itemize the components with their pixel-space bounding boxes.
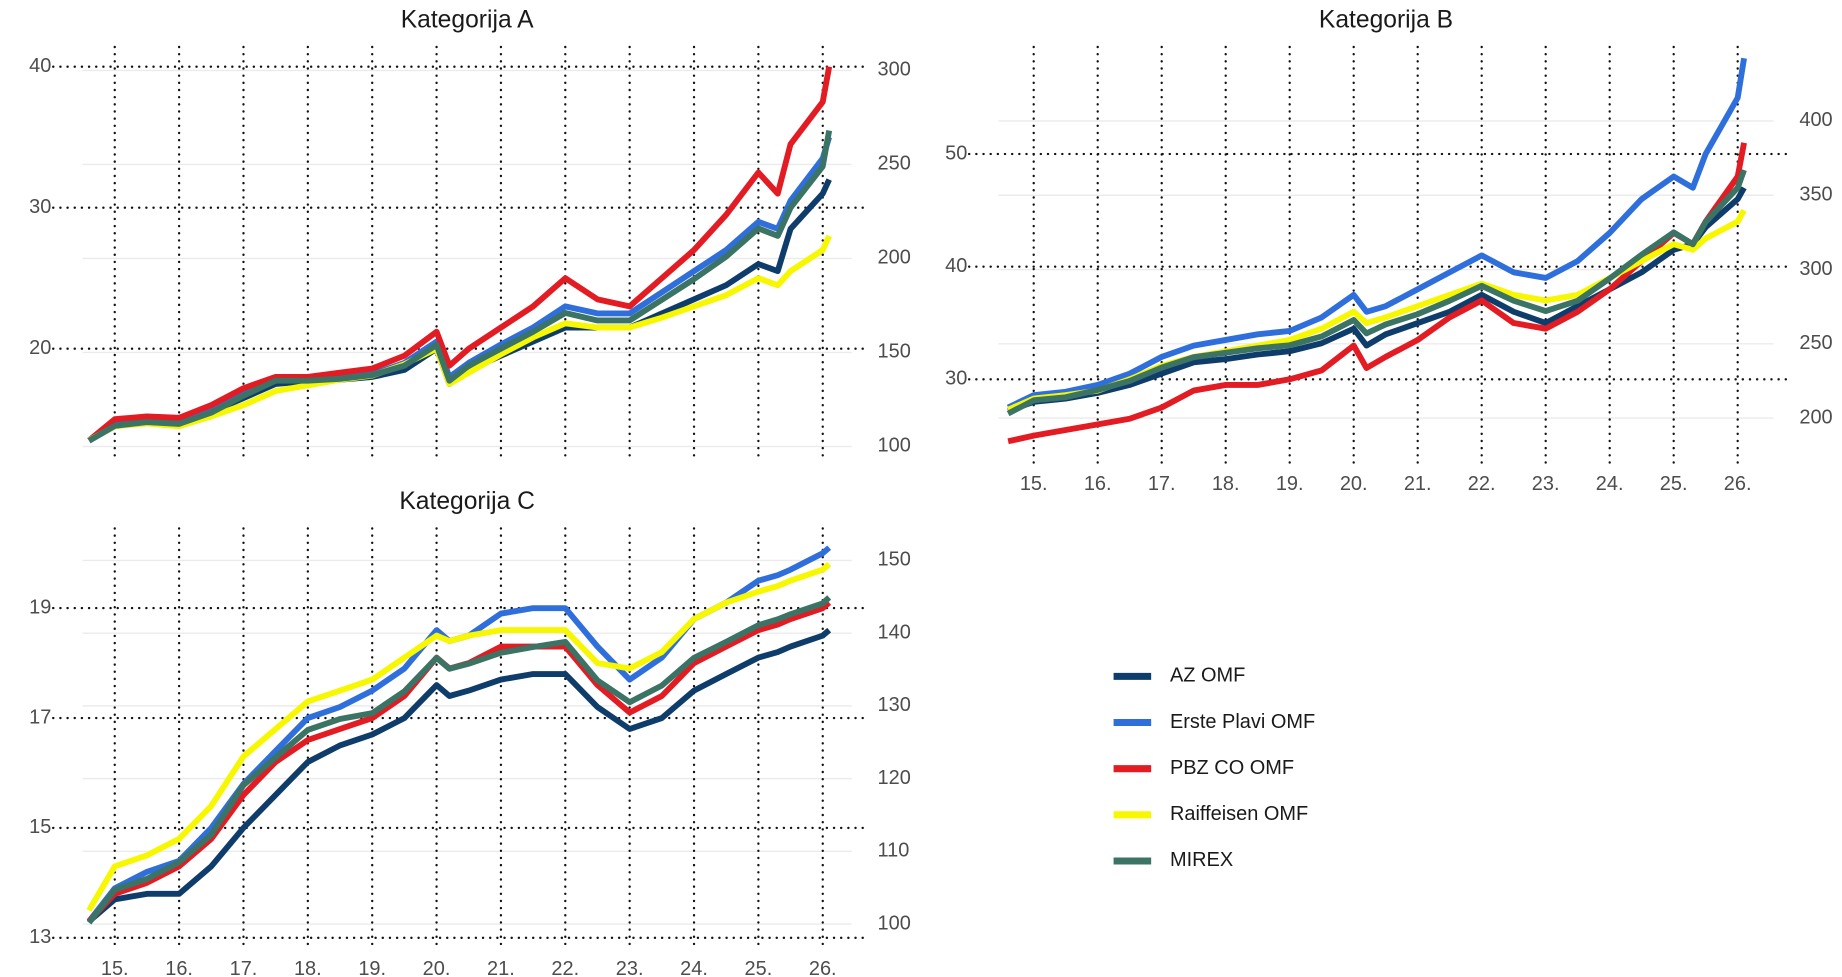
series-line	[1006, 169, 1747, 417]
series-line	[1006, 57, 1747, 411]
x-tick-label: 20.	[423, 958, 451, 977]
y2-tick-label: 250	[878, 153, 911, 175]
series-line	[87, 66, 833, 443]
y2-tick-label: 130	[878, 694, 911, 716]
series-line	[86, 595, 832, 925]
x-tick-label: 19.	[1276, 473, 1304, 495]
x-tick-label: 26.	[1724, 473, 1752, 495]
x-tick-label: 22.	[1468, 473, 1496, 495]
x-tick-label: 18.	[294, 958, 322, 977]
x-tick-label: 21.	[1404, 473, 1432, 495]
y-tick-label: 50	[945, 142, 967, 164]
y-tick-label: 20	[29, 337, 51, 359]
y2-tick-label: 100	[878, 435, 911, 457]
x-tick-label: 15.	[101, 958, 129, 977]
y2-tick-label: 150	[878, 549, 911, 571]
legend-text: Raiffeisen OMF	[1170, 803, 1308, 825]
series-line	[1007, 142, 1747, 445]
x-tick-label: 25.	[745, 958, 773, 977]
x-tick-label: 21.	[487, 958, 515, 977]
y2-tick-label: 120	[878, 767, 911, 789]
y-tick-label: 30	[945, 368, 967, 390]
x-tick-label: 23.	[616, 958, 644, 977]
x-tick-label: 15.	[1020, 473, 1048, 495]
series-line	[87, 130, 833, 444]
x-tick-label: 22.	[551, 958, 579, 977]
series-line	[86, 561, 832, 912]
x-tick-label: 18.	[1212, 473, 1240, 495]
series-line	[87, 627, 832, 924]
y-tick-label: 17	[29, 706, 51, 728]
x-tick-label: 17.	[1148, 473, 1176, 495]
x-tick-label: 23.	[1532, 473, 1560, 495]
y2-tick-label: 250	[1799, 332, 1832, 354]
x-tick-label: 20.	[1340, 473, 1368, 495]
legend-text: Erste Plavi OMF	[1170, 711, 1315, 733]
x-tick-label: 17.	[230, 958, 258, 977]
legend-text: PBZ CO OMF	[1170, 757, 1294, 779]
y2-tick-label: 200	[878, 247, 911, 269]
y2-tick-label: 140	[878, 621, 911, 643]
series-line	[87, 234, 832, 443]
series-line	[87, 178, 832, 443]
y2-tick-label: 300	[1799, 258, 1832, 280]
x-tick-label: 26.	[809, 958, 837, 977]
y2-tick-label: 100	[878, 912, 911, 934]
y-tick-label: 13	[29, 926, 51, 948]
y2-tick-label: 150	[878, 341, 911, 363]
y-tick-label: 40	[945, 255, 967, 277]
y2-tick-label: 400	[1799, 109, 1832, 131]
x-tick-label: 16.	[165, 958, 193, 977]
x-tick-label: 24.	[1596, 473, 1624, 495]
chart-title: Kategorija B	[1319, 7, 1453, 34]
x-tick-label: 16.	[1084, 473, 1112, 495]
chart-title: Kategorija A	[401, 7, 534, 34]
y-tick-label: 19	[29, 596, 51, 618]
x-tick-label: 25.	[1660, 473, 1688, 495]
legend-text: AZ OMF	[1170, 665, 1245, 687]
y-tick-label: 15	[29, 816, 51, 838]
y-tick-label: 30	[29, 196, 51, 218]
y2-tick-label: 110	[878, 840, 910, 862]
y-tick-label: 40	[29, 55, 51, 77]
y2-tick-label: 350	[1799, 184, 1832, 206]
x-tick-label: 24.	[680, 958, 708, 977]
y2-tick-label: 200	[1799, 406, 1832, 428]
chart-title: Kategorija C	[399, 488, 535, 515]
y2-tick-label: 300	[878, 59, 911, 81]
series-line	[1007, 186, 1747, 414]
legend-text: MIREX	[1170, 849, 1233, 871]
x-tick-label: 19.	[358, 958, 386, 977]
